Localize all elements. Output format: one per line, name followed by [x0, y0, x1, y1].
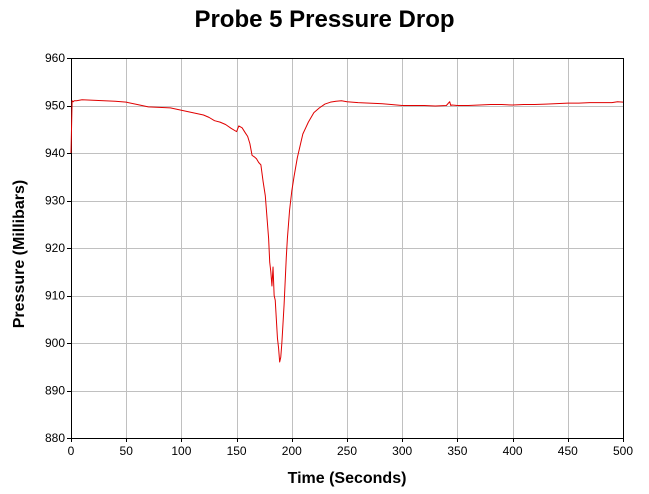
- y-axis-label: Pressure (Millibars): [11, 180, 28, 329]
- x-tick-label: 400: [503, 444, 523, 458]
- x-tick-label: 200: [282, 444, 302, 458]
- y-tick-label: 930: [45, 194, 65, 208]
- x-tick-label: 100: [171, 444, 191, 458]
- x-axis-ticks: 0 50 100 150 200 250 300 350 400 450 500: [68, 438, 633, 458]
- y-tick-label: 910: [45, 289, 65, 303]
- x-tick-label: 450: [558, 444, 578, 458]
- x-tick-label: 500: [613, 444, 633, 458]
- y-tick-label: 900: [45, 336, 65, 350]
- x-axis-label: Time (Seconds): [288, 470, 407, 487]
- y-tick-label: 880: [45, 431, 65, 445]
- x-tick-label: 350: [447, 444, 467, 458]
- y-tick-label: 950: [45, 99, 65, 113]
- y-tick-label: 960: [45, 51, 65, 65]
- y-tick-label: 890: [45, 384, 65, 398]
- chart-title: Probe 5 Pressure Drop: [194, 6, 455, 33]
- y-tick-label: 920: [45, 241, 65, 255]
- x-tick-label: 50: [120, 444, 134, 458]
- y-tick-label: 940: [45, 146, 65, 160]
- series-layer: [70, 99, 624, 363]
- x-tick-label: 300: [392, 444, 412, 458]
- x-tick-label: 250: [337, 444, 357, 458]
- x-tick-label: 0: [68, 444, 75, 458]
- y-axis-ticks: 880 890 900 910 920 930 940 950 960: [45, 51, 71, 445]
- x-tick-label: 150: [227, 444, 247, 458]
- grid-lines: [71, 58, 623, 438]
- series-line-0: [70, 99, 624, 363]
